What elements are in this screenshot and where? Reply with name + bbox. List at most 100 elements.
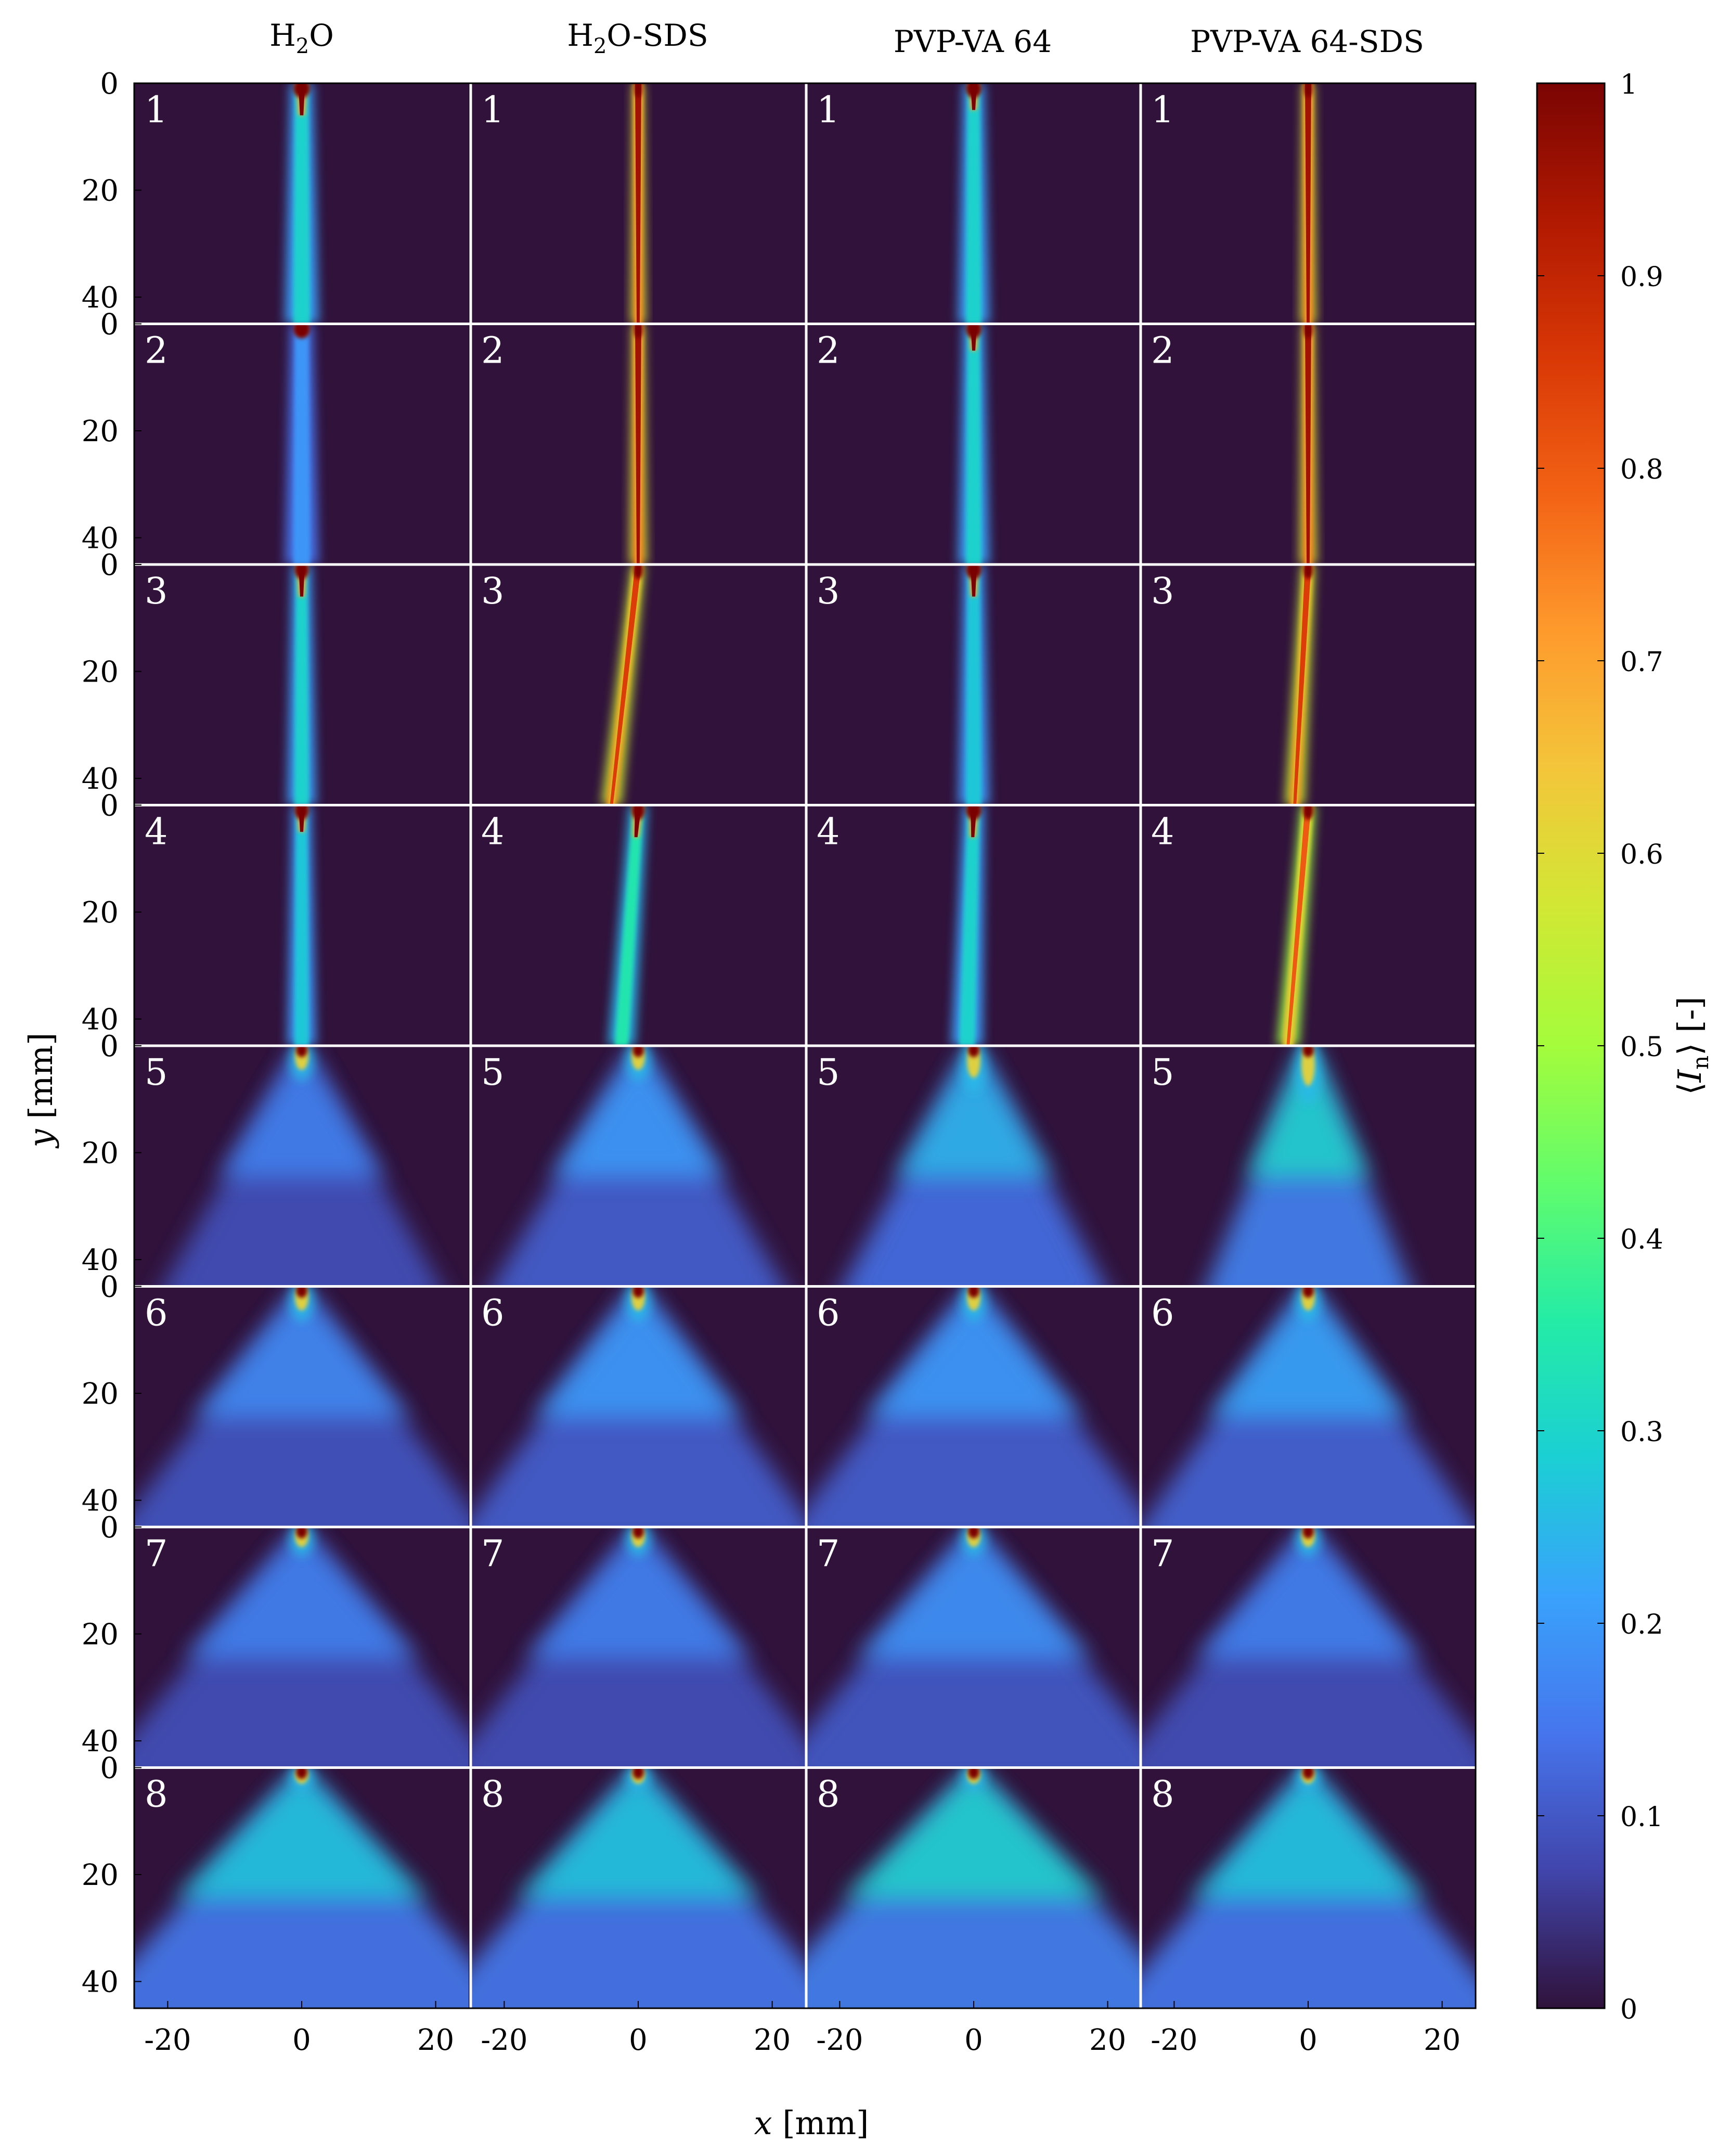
panel-number: 1: [817, 88, 840, 131]
panel-number: 2: [145, 329, 168, 372]
spray-inner-cone: [1247, 1051, 1369, 1178]
spray-inner-cone: [856, 1532, 1092, 1660]
panel-2-4: 4: [470, 804, 806, 1046]
panel-3-6: 6: [806, 1286, 1142, 1528]
y-tick-label: 20: [82, 174, 119, 208]
nozzle-hot-spot: [294, 805, 309, 820]
panel-grid: 1234567812345678123456781234567802040020…: [82, 67, 1477, 2057]
panel-4-4: 4: [1140, 804, 1476, 1046]
x-tick-labels: -20 0 20 -20 0 20 -20 0 20 -20 0 20: [144, 2001, 1461, 2057]
nozzle-hot-spot: [632, 1046, 644, 1057]
colorbar-tick-label: 0: [1620, 1994, 1637, 2025]
nozzle-hot-spot: [631, 805, 645, 820]
panel-3-1: 1: [806, 83, 1142, 325]
panel-number: 6: [481, 1292, 505, 1334]
colorbar-tick-label: 0.2: [1620, 1609, 1663, 1640]
panel-4-8: 8: [1140, 1767, 1476, 2009]
nozzle-hot-spot: [632, 1767, 644, 1779]
panel-number: 3: [481, 570, 505, 612]
x-tick-label: 0: [964, 2023, 983, 2057]
panel-1-6: 6: [134, 1286, 470, 1528]
panel-number: 7: [145, 1532, 168, 1575]
nozzle-hot-spot: [968, 1286, 979, 1298]
y-tick-label: 40: [82, 1243, 119, 1277]
panel-number: 5: [817, 1051, 840, 1094]
panel-number: 7: [481, 1532, 505, 1575]
nozzle-hot-spot: [1302, 1527, 1314, 1538]
panel-number: 5: [481, 1051, 505, 1094]
panel-1-5: 5: [134, 1045, 470, 1287]
y-tick-label: 0: [100, 789, 119, 823]
column-titles: H2O H2O-SDS PVP-VA 64 PVP-VA 64-SDS: [269, 18, 1424, 59]
panel-1-7: 7: [134, 1526, 470, 1768]
panel-number: 4: [145, 811, 168, 853]
y-tick-label: 40: [82, 1966, 119, 1999]
panel-number: 7: [1151, 1532, 1174, 1575]
x-tick-label: -20: [1151, 2023, 1197, 2057]
panel-2-1: 1: [470, 83, 806, 325]
jet-column: [965, 564, 982, 805]
colorbar-gradient: [1536, 82, 1606, 2009]
nozzle-hot-spot: [1303, 324, 1313, 339]
jet-column: [959, 805, 980, 1046]
panel-number: 1: [145, 88, 168, 131]
panel-number: 4: [1151, 811, 1174, 853]
nozzle-hot-spot: [634, 324, 643, 339]
spray-inner-cone: [524, 1532, 752, 1660]
nozzle-hot-spot: [293, 83, 311, 98]
jet-column: [965, 324, 982, 564]
panel-4-1: 1: [1140, 83, 1476, 325]
panel-3-4: 4: [806, 804, 1142, 1046]
nozzle-hot-spot: [632, 1527, 644, 1538]
nozzle-hot-spot: [633, 564, 643, 579]
panel-number: 1: [481, 88, 505, 131]
nozzle-hot-spot: [968, 1527, 979, 1538]
colorbar-tick-label: 0.5: [1620, 1032, 1663, 1063]
panel-number: 4: [481, 811, 505, 853]
panel-4-6: 6: [1140, 1286, 1476, 1528]
panel-2-3: 3: [470, 564, 806, 806]
spray-inner-cone: [515, 1773, 761, 1900]
y-axis-label: y [mm]: [22, 1033, 60, 1149]
y-tick-label: 40: [82, 762, 119, 796]
colorbar-tick-label: 0.4: [1620, 1224, 1663, 1255]
panel-number: 8: [145, 1773, 168, 1816]
y-tick-label: 0: [100, 308, 119, 342]
panel-number: 6: [817, 1292, 840, 1334]
y-tick-label: 0: [100, 1511, 119, 1545]
panel-2-6: 6: [470, 1286, 806, 1528]
panel-number: 5: [1151, 1051, 1174, 1094]
panel-number: 3: [145, 570, 168, 612]
y-tick-label: 40: [82, 522, 119, 556]
panel-number: 8: [481, 1773, 505, 1816]
panel-number: 3: [817, 570, 840, 612]
panel-number: 8: [1151, 1773, 1174, 1816]
y-tick-label: 40: [82, 1003, 119, 1037]
y-tick-label: 0: [100, 1270, 119, 1304]
column-title-2: PVP-VA 64: [894, 24, 1052, 59]
spray-inner-cone: [895, 1051, 1052, 1178]
panel-4-2: 2: [1140, 323, 1476, 565]
spray-inner-cone: [1194, 1532, 1422, 1660]
spray-inner-cone: [1190, 1773, 1426, 1900]
nozzle-hot-spot: [1304, 83, 1312, 98]
jet-column: [293, 83, 311, 324]
x-tick-label: 0: [629, 2023, 648, 2057]
x-tick-label: 20: [1089, 2023, 1126, 2057]
y-tick-label: 0: [100, 1752, 119, 1786]
column-title-0: H2O: [269, 18, 334, 58]
panel-4-5: 5: [1140, 1045, 1476, 1287]
panel-3-2: 2: [806, 323, 1142, 565]
colorbar-tick-label: 0.9: [1620, 262, 1663, 293]
nozzle-hot-spot: [293, 324, 311, 339]
spray-inner-cone: [533, 1291, 743, 1419]
colorbar-tick-label: 0.3: [1620, 1417, 1663, 1448]
panel-2-7: 7: [470, 1526, 806, 1768]
spray-inner-cone: [864, 1291, 1083, 1419]
y-tick-label: 40: [82, 1484, 119, 1518]
colorbar-tick-label: 0.7: [1620, 647, 1663, 678]
colorbar-tick-label: 0.6: [1620, 839, 1663, 870]
panel-4-3: 3: [1140, 564, 1476, 806]
panel-2-8: 8: [470, 1767, 806, 2009]
colorbar-label: ⟨In⟩ [-]: [1671, 996, 1713, 1095]
